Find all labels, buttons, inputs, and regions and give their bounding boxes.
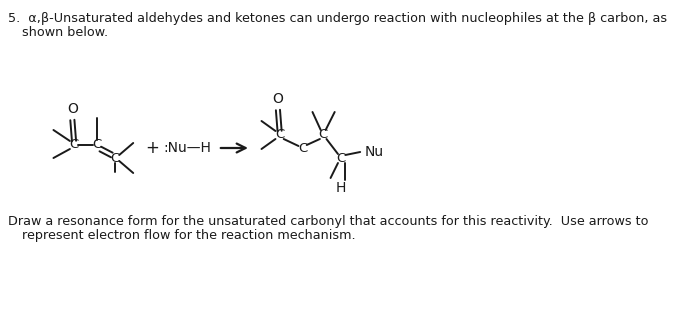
Text: C: C <box>318 129 328 141</box>
Text: shown below.: shown below. <box>22 26 108 39</box>
Text: represent electron flow for the reaction mechanism.: represent electron flow for the reaction… <box>22 229 356 242</box>
Text: +: + <box>145 139 159 157</box>
Text: C: C <box>111 152 120 165</box>
Text: C: C <box>92 138 102 152</box>
Text: Nu: Nu <box>365 145 384 159</box>
Text: Draw a resonance form for the unsaturated carbonyl that accounts for this reacti: Draw a resonance form for the unsaturate… <box>8 215 649 228</box>
Text: H: H <box>336 181 346 195</box>
Text: C: C <box>69 138 78 152</box>
Text: :Nu—H: :Nu—H <box>164 141 211 155</box>
Text: C: C <box>275 129 284 141</box>
Text: C: C <box>337 152 346 165</box>
Text: O: O <box>67 102 78 116</box>
Text: 5.  α,β-Unsaturated aldehydes and ketones can undergo reaction with nucleophiles: 5. α,β-Unsaturated aldehydes and ketones… <box>8 12 667 25</box>
Text: C: C <box>298 142 307 155</box>
Text: O: O <box>272 92 284 106</box>
